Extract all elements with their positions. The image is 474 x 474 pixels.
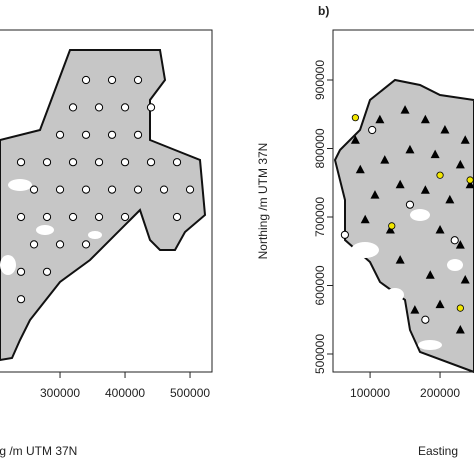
triangle-point bbox=[395, 179, 405, 189]
x-tick-label: 300000 bbox=[40, 386, 80, 400]
triangle-point bbox=[405, 144, 415, 154]
circle-point bbox=[55, 185, 65, 194]
x-tick-label: 100000 bbox=[350, 386, 390, 400]
circle-point bbox=[29, 240, 39, 249]
triangle-point bbox=[370, 190, 380, 199]
triangle-point bbox=[380, 155, 390, 164]
triangle-point bbox=[360, 214, 370, 224]
triangle-point bbox=[465, 179, 474, 189]
triangle-point bbox=[420, 185, 430, 194]
y-tick-label: 700000 bbox=[313, 197, 327, 237]
circle-point bbox=[159, 185, 169, 194]
circle-point bbox=[133, 75, 143, 85]
dot-point bbox=[456, 304, 464, 312]
circle-point bbox=[146, 103, 156, 112]
x-tick-label: 400000 bbox=[105, 386, 145, 400]
triangle-point bbox=[455, 325, 465, 334]
triangle-point bbox=[410, 305, 420, 314]
circle-point bbox=[55, 130, 65, 139]
circle-point bbox=[368, 125, 377, 135]
dot-point bbox=[436, 171, 444, 179]
plot-frame bbox=[332, 29, 474, 373]
y-tick-label: 900000 bbox=[313, 60, 327, 100]
triangle-point bbox=[435, 225, 445, 234]
circle-point bbox=[107, 185, 117, 194]
circle-point bbox=[42, 212, 52, 222]
x-tick-label: 500000 bbox=[170, 386, 210, 400]
non-habitat-patches bbox=[0, 179, 102, 275]
triangle-point bbox=[435, 299, 445, 309]
x-tick-label: 200000 bbox=[420, 386, 460, 400]
circle-point bbox=[133, 130, 143, 139]
circle-point bbox=[55, 240, 65, 249]
triangle-point bbox=[420, 114, 430, 124]
y-tick-label: 600000 bbox=[313, 265, 327, 305]
circle-point bbox=[340, 230, 349, 239]
circle-point bbox=[42, 267, 52, 276]
circle-point bbox=[146, 158, 156, 167]
study-area bbox=[333, 78, 474, 374]
circle-point bbox=[94, 158, 104, 167]
x-axis-label: Easting bbox=[418, 444, 458, 458]
circle-point bbox=[94, 212, 104, 222]
circle-point bbox=[16, 212, 26, 222]
circle-point bbox=[421, 315, 430, 324]
y-axis-label: Northing /m UTM 37N bbox=[256, 143, 270, 260]
circle-point bbox=[172, 158, 182, 167]
circle-point bbox=[81, 130, 91, 139]
triangle-point bbox=[430, 149, 440, 159]
non-habitat-patches bbox=[351, 209, 463, 350]
triangle-point bbox=[355, 164, 365, 174]
triangle-point bbox=[445, 194, 455, 204]
triangle-point bbox=[425, 270, 435, 279]
x-axis-label: ing /m UTM 37N bbox=[0, 444, 77, 458]
y-tick-label: 500000 bbox=[313, 334, 327, 374]
triangle-point bbox=[400, 105, 410, 114]
circle-point bbox=[120, 212, 130, 222]
circle-point bbox=[29, 185, 39, 194]
triangle-point bbox=[395, 255, 405, 264]
circle-point bbox=[405, 200, 415, 209]
circle-point bbox=[133, 185, 143, 194]
circle-point bbox=[68, 103, 78, 112]
circle-point bbox=[172, 212, 182, 222]
triangle-point bbox=[455, 159, 465, 169]
y-tick-label: 800000 bbox=[313, 128, 327, 168]
triangle-point bbox=[460, 135, 470, 144]
circle-point bbox=[81, 75, 91, 85]
panel-label: b) bbox=[318, 4, 329, 18]
circle-point bbox=[81, 185, 91, 194]
circle-point bbox=[16, 295, 26, 304]
circle-point bbox=[107, 75, 117, 85]
plot-frame bbox=[0, 29, 213, 373]
circle-point bbox=[120, 158, 130, 167]
dot-point bbox=[466, 176, 474, 184]
circle-point bbox=[107, 130, 117, 139]
triangle-point bbox=[375, 114, 385, 124]
triangle-point bbox=[440, 125, 450, 134]
circle-point bbox=[68, 158, 78, 167]
dot-point bbox=[388, 222, 396, 230]
circle-point bbox=[94, 103, 104, 112]
circle-point bbox=[16, 158, 26, 167]
triangle-point bbox=[460, 275, 470, 284]
triangle-point bbox=[385, 225, 395, 234]
dot-point bbox=[351, 114, 359, 122]
circle-point bbox=[42, 158, 52, 167]
circle-point bbox=[185, 185, 195, 194]
circle-point bbox=[81, 240, 91, 249]
triangle-point bbox=[350, 135, 360, 144]
study-area bbox=[0, 49, 207, 362]
circle-point bbox=[450, 236, 459, 245]
triangle-point bbox=[455, 240, 465, 249]
circle-point bbox=[68, 212, 78, 222]
circle-point bbox=[120, 103, 130, 112]
circle-point bbox=[16, 267, 26, 276]
